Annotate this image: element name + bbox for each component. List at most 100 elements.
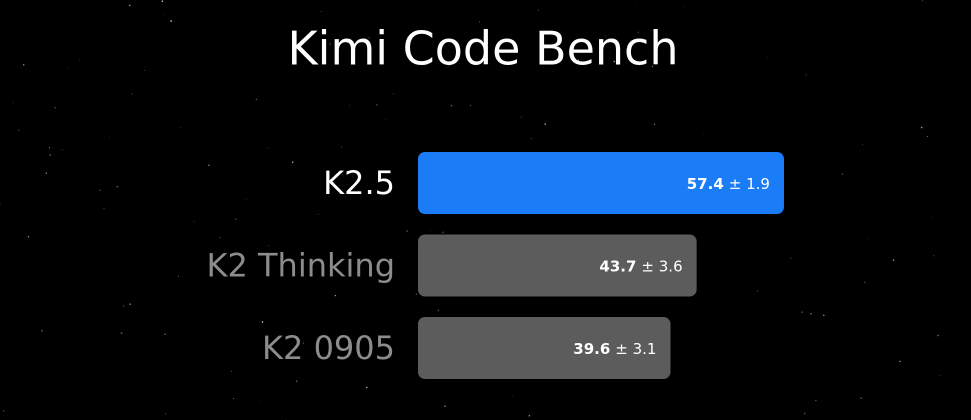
error-label: ± 3.1: [615, 340, 656, 358]
category-label: K2.5: [323, 164, 395, 202]
star: [48, 147, 51, 149]
star: [528, 415, 530, 417]
star: [12, 102, 14, 104]
star: [0, 204, 1, 206]
star: [231, 370, 233, 372]
star: [921, 0, 923, 2]
star: [291, 161, 294, 164]
star: [635, 2, 636, 4]
star: [860, 397, 862, 399]
star: [757, 290, 758, 292]
bar: [418, 152, 784, 214]
star: [45, 172, 48, 174]
star: [376, 104, 378, 106]
star: [767, 57, 768, 58]
star: [164, 333, 166, 335]
star: [164, 413, 166, 415]
star: [899, 360, 901, 363]
star: [931, 215, 933, 217]
star: [302, 342, 304, 344]
star: [933, 255, 935, 257]
star: [18, 129, 20, 131]
value: 43.7: [599, 257, 636, 275]
star: [68, 67, 69, 69]
star: [329, 43, 331, 45]
star: [334, 264, 336, 266]
star: [683, 5, 685, 7]
star: [470, 104, 472, 106]
star: [520, 116, 522, 118]
star: [170, 20, 172, 22]
star: [122, 305, 125, 307]
star: [193, 221, 195, 223]
star: [245, 198, 247, 200]
star: [867, 238, 869, 240]
star: [49, 154, 51, 156]
star: [892, 259, 895, 261]
category-label: K2 0905: [262, 329, 395, 367]
star: [258, 401, 260, 403]
star: [544, 123, 546, 125]
star: [116, 185, 119, 188]
value: 57.4: [687, 175, 724, 193]
star: [926, 135, 929, 138]
star: [99, 189, 101, 192]
star: [426, 30, 429, 33]
star: [920, 126, 923, 129]
bar: [418, 234, 697, 297]
star: [161, 0, 164, 2]
star: [939, 374, 941, 376]
star: [450, 104, 453, 107]
star: [530, 138, 532, 140]
star: [74, 369, 76, 371]
star: [601, 41, 602, 43]
star: [54, 107, 56, 109]
star: [638, 63, 641, 66]
bar: [418, 317, 671, 379]
star: [235, 218, 237, 220]
star: [317, 214, 319, 215]
star: [61, 148, 63, 150]
value-label: 57.4 ± 1.9: [687, 175, 770, 193]
star: [448, 65, 450, 67]
star: [341, 146, 342, 148]
star: [392, 93, 394, 95]
star: [810, 313, 812, 315]
star: [651, 65, 654, 68]
star: [233, 398, 234, 399]
star: [864, 281, 866, 283]
star: [41, 329, 43, 332]
star: [637, 31, 640, 33]
star: [437, 309, 439, 311]
value-label: 39.6 ± 3.1: [573, 340, 656, 358]
star: [109, 137, 110, 139]
star: [803, 412, 806, 415]
star: [815, 400, 817, 402]
star: [577, 59, 580, 61]
star: [538, 9, 539, 11]
star: [295, 380, 298, 382]
star: [120, 332, 123, 334]
star: [479, 21, 481, 23]
error-label: ± 1.9: [729, 175, 770, 193]
star: [219, 236, 221, 239]
star: [937, 334, 939, 337]
star: [78, 60, 80, 61]
star: [801, 311, 803, 313]
star: [178, 275, 180, 277]
star: [163, 15, 165, 17]
value-label: 43.7 ± 3.6: [599, 257, 682, 275]
error-label: ± 3.6: [641, 257, 682, 275]
star: [320, 11, 322, 12]
star: [103, 207, 105, 210]
star: [2, 410, 5, 412]
star: [27, 236, 30, 238]
star: [131, 93, 133, 95]
star: [415, 293, 418, 296]
category-label: K2 Thinking: [206, 247, 395, 285]
star: [366, 386, 368, 389]
star: [143, 69, 145, 71]
star: [429, 230, 431, 232]
star: [129, 4, 131, 7]
